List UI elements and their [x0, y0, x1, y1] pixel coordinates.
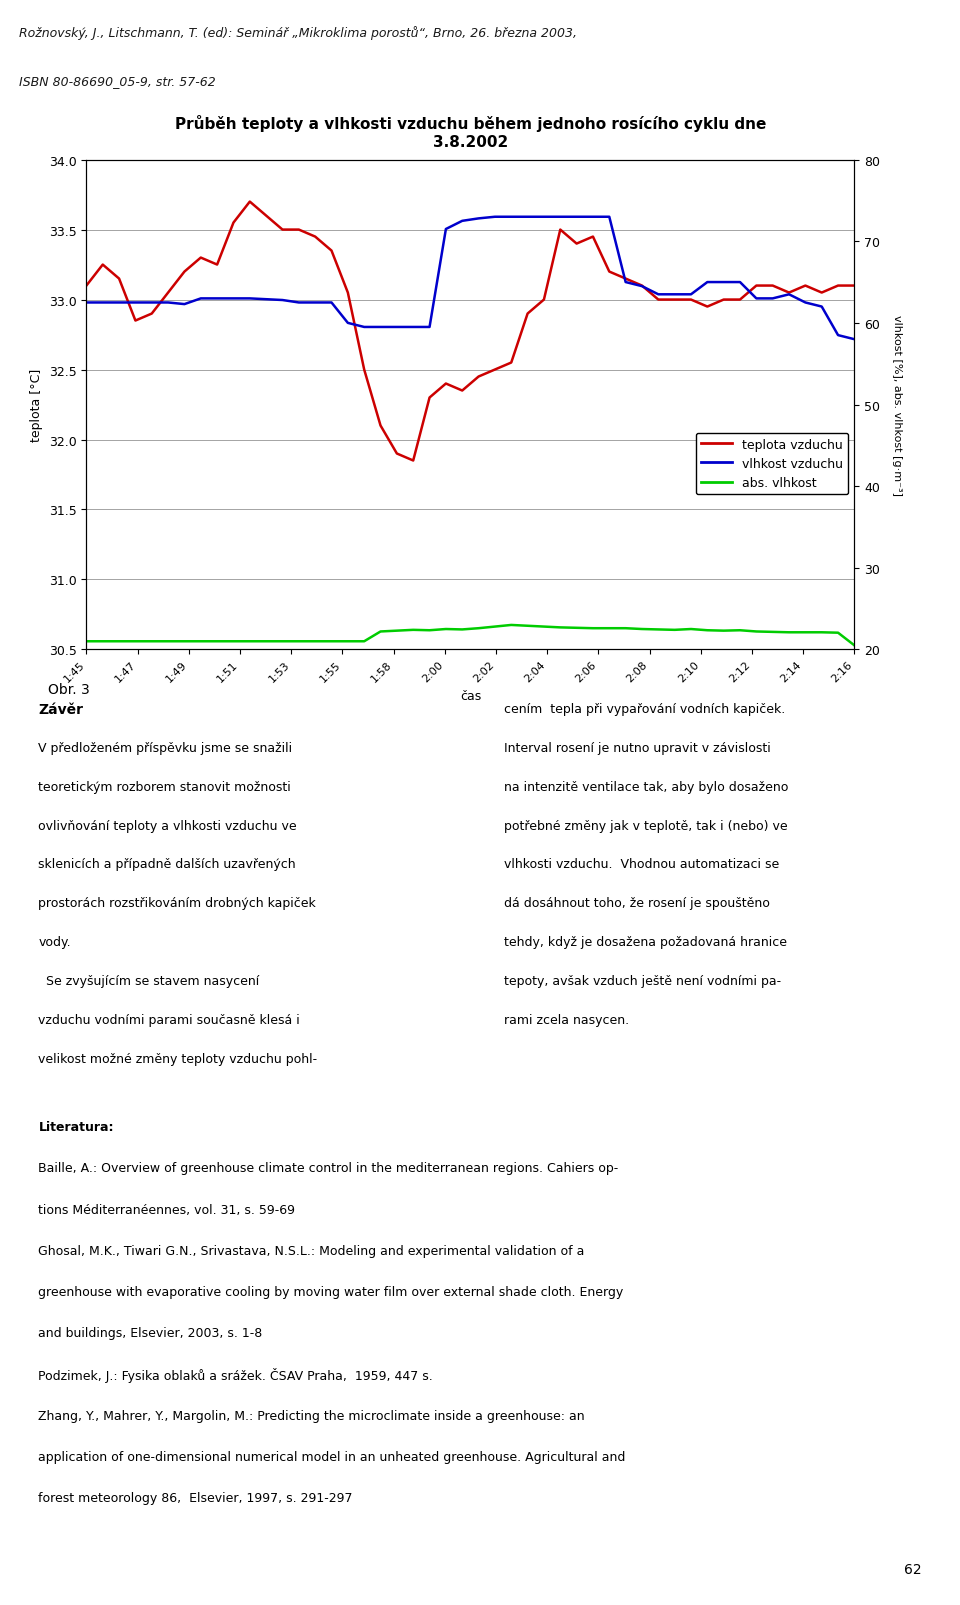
Text: V předloženém příspěvku jsme se snažili: V předloženém příspěvku jsme se snažili [38, 742, 293, 754]
Text: vlhkosti vzduchu.  Vhodnou automatizaci se: vlhkosti vzduchu. Vhodnou automatizaci s… [504, 859, 780, 872]
Text: dá dosáhnout toho, že rosení je spouštěno: dá dosáhnout toho, že rosení je spouštěn… [504, 897, 770, 910]
Text: and buildings, Elsevier, 2003, s. 1-8: and buildings, Elsevier, 2003, s. 1-8 [38, 1326, 263, 1339]
Text: Ghosal, M.K., Tiwari G.N., Srivastava, N.S.L.: Modeling and experimental validat: Ghosal, M.K., Tiwari G.N., Srivastava, N… [38, 1244, 585, 1257]
Text: tions Méditerranéennes, vol. 31, s. 59-69: tions Méditerranéennes, vol. 31, s. 59-6… [38, 1202, 296, 1215]
Legend: teplota vzduchu, vlhkost vzduchu, abs. vlhkost: teplota vzduchu, vlhkost vzduchu, abs. v… [696, 433, 848, 494]
Text: potřebné změny jak v teplotě, tak i (nebo) ve: potřebné změny jak v teplotě, tak i (neb… [504, 819, 787, 831]
Text: vody.: vody. [38, 936, 71, 949]
Text: Se zvyšujícím se stavem nasycení: Se zvyšujícím se stavem nasycení [38, 974, 259, 987]
Y-axis label: vlhkost [%], abs. vlhkost [g·m⁻³]: vlhkost [%], abs. vlhkost [g·m⁻³] [893, 315, 902, 496]
Text: Zhang, Y., Mahrer, Y., Margolin, M.: Predicting the microclimate inside a greenh: Zhang, Y., Mahrer, Y., Margolin, M.: Pre… [38, 1409, 585, 1422]
Text: tepoty, avšak vzduch ještě není vodními pa-: tepoty, avšak vzduch ještě není vodními … [504, 974, 781, 987]
Text: Rožnovský, J., Litschmann, T. (ed): Seminář „Mikroklima porostů“, Brno, 26. břez: Rožnovský, J., Litschmann, T. (ed): Semi… [19, 26, 577, 40]
Text: application of one-dimensional numerical model in an unheated greenhouse. Agricu: application of one-dimensional numerical… [38, 1449, 626, 1462]
Text: Interval rosení je nutno upravit v závislosti: Interval rosení je nutno upravit v závis… [504, 742, 771, 754]
Text: teoretickým rozborem stanovit možnosti: teoretickým rozborem stanovit možnosti [38, 780, 291, 793]
Text: 62: 62 [904, 1562, 922, 1576]
Text: na intenzitě ventilace tak, aby bylo dosaženo: na intenzitě ventilace tak, aby bylo dos… [504, 780, 788, 793]
Y-axis label: teplota [°C]: teplota [°C] [31, 369, 43, 441]
Text: Baille, A.: Overview of greenhouse climate control in the mediterranean regions.: Baille, A.: Overview of greenhouse clima… [38, 1162, 618, 1175]
Text: Závěr: Závěr [38, 703, 84, 716]
Text: vzduchu vodními parami současně klesá i: vzduchu vodními parami současně klesá i [38, 1013, 300, 1027]
Text: prostorách rozstřikováním drobných kapiček: prostorách rozstřikováním drobných kapič… [38, 897, 316, 910]
Text: velikost možné změny teploty vzduchu pohl-: velikost možné změny teploty vzduchu poh… [38, 1053, 318, 1066]
Text: rami zcela nasycen.: rami zcela nasycen. [504, 1013, 629, 1027]
Text: Podzimek, J.: Fysika oblaků a srážek. ČSAV Praha,  1959, 447 s.: Podzimek, J.: Fysika oblaků a srážek. ČS… [38, 1367, 433, 1382]
Text: greenhouse with evaporative cooling by moving water film over external shade clo: greenhouse with evaporative cooling by m… [38, 1286, 624, 1298]
Text: forest meteorology 86,  Elsevier, 1997, s. 291-297: forest meteorology 86, Elsevier, 1997, s… [38, 1491, 353, 1504]
Title: Průběh teploty a vlhkosti vzduchu během jednoho rosícího cyklu dne
3.8.2002: Průběh teploty a vlhkosti vzduchu během … [175, 116, 766, 149]
Text: sklenicích a případně dalších uzavřených: sklenicích a případně dalších uzavřených [38, 859, 296, 872]
Text: cením  tepla při vypařování vodních kapiček.: cením tepla při vypařování vodních kapič… [504, 703, 785, 716]
Text: Literatura:: Literatura: [38, 1120, 114, 1133]
Text: ISBN 80-86690_05-9, str. 57-62: ISBN 80-86690_05-9, str. 57-62 [19, 75, 216, 88]
Text: ovlivňování teploty a vlhkosti vzduchu ve: ovlivňování teploty a vlhkosti vzduchu v… [38, 819, 297, 831]
X-axis label: čas: čas [460, 690, 481, 703]
Text: Obr. 3: Obr. 3 [48, 682, 89, 697]
Text: tehdy, když je dosažena požadovaná hranice: tehdy, když je dosažena požadovaná hrani… [504, 936, 787, 949]
